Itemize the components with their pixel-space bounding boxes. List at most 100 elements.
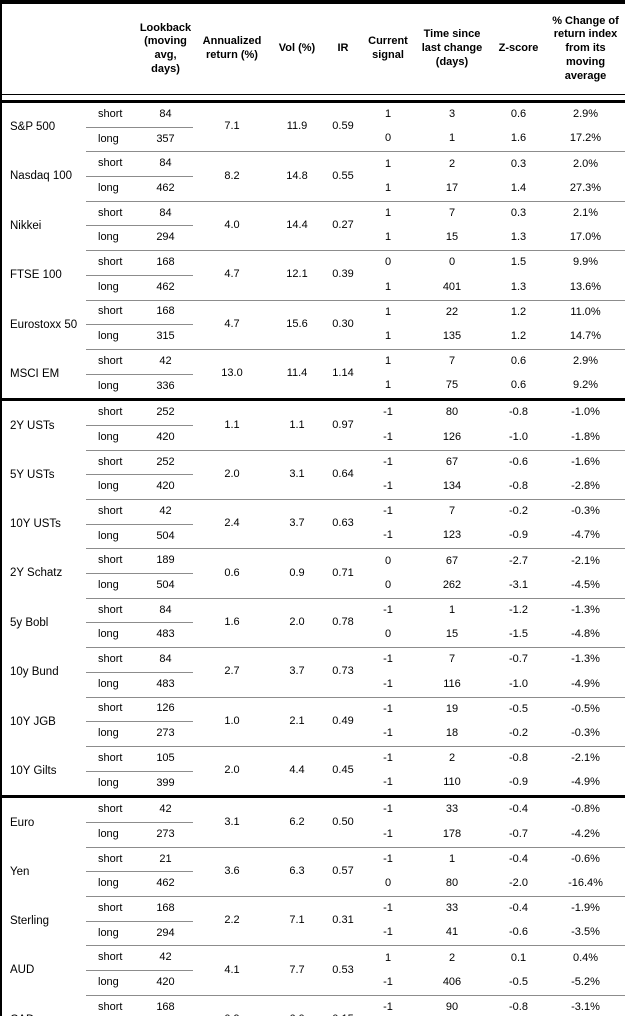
asset-name: 10Y Gilts: [10, 764, 57, 777]
zscore-value: 0.6: [491, 348, 546, 375]
signal-value: 0: [384, 877, 392, 890]
table-row-long: long 420 -1 126 -1.0 -1.8%: [1, 424, 625, 451]
leg-label: short: [86, 151, 138, 177]
lookback-value: 294: [138, 225, 193, 251]
signal-value: -1: [383, 975, 393, 988]
leg-label: long: [86, 373, 138, 400]
annualized-return-value: 8.2: [193, 151, 271, 202]
vol-value: 0.9: [271, 548, 323, 599]
zscore-value: 0.3: [491, 200, 546, 226]
time-since-value: 178: [442, 827, 462, 840]
time-since-value: 3: [448, 108, 456, 121]
leg-label: short: [86, 499, 138, 525]
asset-name: AUD: [10, 964, 35, 977]
table-row-short: S&P 500 short 84 7.1 11.9 0.59 1 3 0.6 2.9%: [1, 102, 625, 133]
pct-change-value: -1.8%: [571, 430, 600, 443]
table-row-short: MSCI EM short 42 13.0 11.4 1.14 1 7 0.6 2.9%: [1, 348, 625, 400]
time-since-value: 80: [445, 877, 459, 890]
asset-name: MSCI EM: [10, 367, 60, 380]
annualized-return-value: 4.7: [193, 299, 271, 350]
lookback-value: 168: [138, 250, 193, 276]
signal-value: 0: [384, 628, 392, 641]
leg-label: short: [86, 348, 138, 375]
leg-label: short: [86, 696, 138, 722]
annualized-return-value: 4.0: [193, 200, 271, 251]
zscore-value: -0.2: [491, 499, 546, 525]
time-since-value: 7: [413, 200, 491, 226]
table-row-long: long 462 1 17 1.4 27.3%: [1, 176, 625, 202]
time-since-value: 19: [413, 696, 491, 722]
table-row-short: 10Y USTs short 42 2.4 3.7 0.63 -1 7 -0.2 -0.3%: [1, 498, 625, 549]
lookback-value: 462: [138, 176, 193, 202]
ir-value: 0.97: [323, 398, 363, 451]
signal-value: 0: [384, 578, 392, 591]
pct-change-value: -0.3%: [546, 499, 625, 525]
annualized-return-value: 2.7: [193, 647, 271, 697]
zscore-value: -0.6: [509, 926, 528, 939]
header-leg-blank: [86, 2, 138, 95]
time-since-value: 7: [413, 499, 491, 525]
signal-value: 1: [384, 231, 392, 244]
asset-name: 10Y JGB: [10, 715, 56, 728]
vol-value: 7.7: [271, 945, 323, 996]
time-since-value: 135: [442, 329, 462, 342]
lookback-value: 84: [138, 200, 193, 226]
zscore-value: 1.4: [510, 181, 527, 194]
lookback-value: 420: [138, 474, 193, 500]
pct-change-value: 13.6%: [569, 280, 602, 293]
leg-label: long: [86, 523, 138, 549]
leg-label: short: [86, 299, 138, 325]
pct-change-value: 9.9%: [546, 250, 625, 276]
time-since-value: 17: [445, 181, 459, 194]
ir-value: 0.64: [323, 449, 363, 500]
ir-value: 0.50: [323, 795, 363, 848]
lookback-value: 357: [138, 126, 193, 152]
time-since-value: 406: [442, 975, 462, 988]
table-row-short: Eurostoxx 50 short 168 4.7 15.6 0.30 1 22 1.2 11.…: [1, 299, 625, 350]
pct-change-value: -1.6%: [546, 449, 625, 475]
signal-value: 1: [363, 348, 413, 375]
header-pct-change: % Change of return index from its moving…: [552, 14, 619, 82]
leg-label: long: [86, 573, 138, 599]
vol-value: 11.4: [271, 348, 323, 400]
lookback-value: 462: [138, 274, 193, 300]
pct-change-value: 2.1%: [546, 200, 625, 226]
vol-value: 7.1: [271, 895, 323, 946]
annualized-return-value: 1.1: [193, 398, 271, 451]
zscore-value: 0.3: [491, 151, 546, 177]
table-row-short: Nikkei short 84 4.0 14.4 0.27 1 7 0.3 2.1%: [1, 200, 625, 251]
zscore-value: -1.0: [509, 430, 528, 443]
lookback-value: 504: [138, 523, 193, 549]
header-rule-row: [1, 94, 625, 103]
pct-change-value: 14.7%: [569, 329, 602, 342]
signal-value: -1: [383, 430, 393, 443]
zscore-value: -3.1: [509, 578, 528, 591]
leg-label: long: [86, 474, 138, 500]
lookback-value: 42: [138, 945, 193, 971]
lookback-value: 315: [138, 324, 193, 350]
time-since-value: 67: [413, 548, 491, 574]
vol-value: 14.4: [271, 200, 323, 251]
annualized-return-value: 3.1: [193, 795, 271, 848]
lookback-value: 126: [138, 696, 193, 722]
leg-label: long: [86, 871, 138, 897]
lookback-value: 168: [138, 299, 193, 325]
pct-change-value: 17.0%: [569, 231, 602, 244]
zscore-value: -0.7: [491, 647, 546, 673]
time-since-value: 15: [445, 628, 459, 641]
vol-value: 15.6: [271, 299, 323, 350]
ir-value: 0.49: [323, 696, 363, 747]
leg-label: short: [86, 994, 138, 1016]
ir-value: 0.45: [323, 745, 363, 797]
leg-label: short: [86, 250, 138, 276]
zscore-value: -0.2: [509, 726, 528, 739]
lookback-value: 168: [138, 896, 193, 922]
asset-name: Yen: [10, 865, 30, 878]
table-row-short: CADshort1680.96.00.15-190-0.8-3.1%: [1, 994, 625, 1016]
table-row-short: 10Y JGB short 126 1.0 2.1 0.49 -1 19 -0.5 -0.5%: [1, 696, 625, 747]
asset-name: CAD: [1, 995, 86, 1016]
time-since-value: 15: [445, 231, 459, 244]
lookback-value: 462: [138, 871, 193, 897]
table-row-short: 2Y Schatz short 189 0.6 0.9 0.71 0 67 -2.7 -2.1%: [1, 548, 625, 599]
ir-value: 0.55: [323, 151, 363, 202]
